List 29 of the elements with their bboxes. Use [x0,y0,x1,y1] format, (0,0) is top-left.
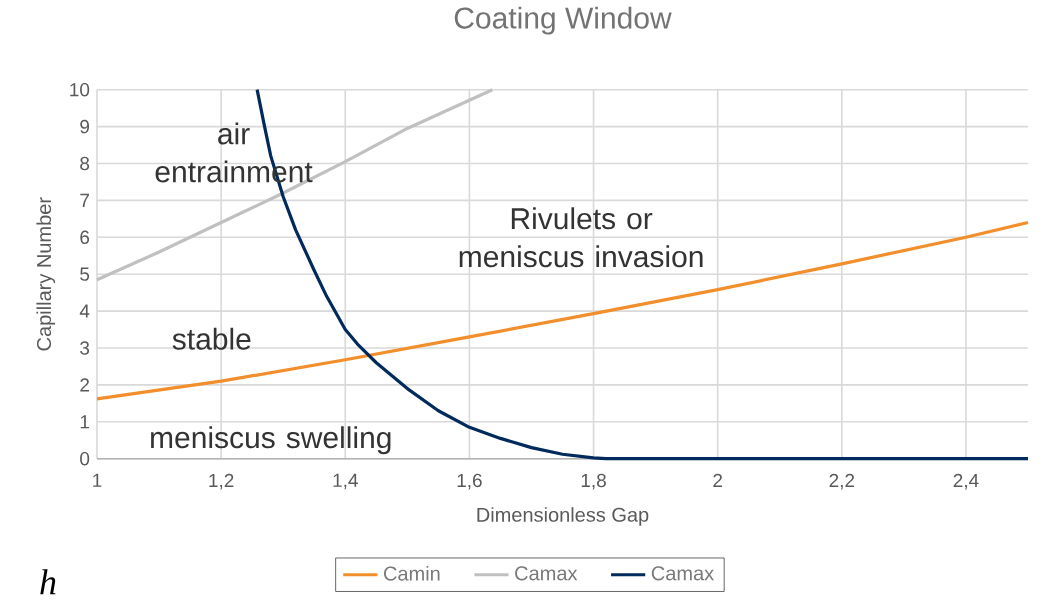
y-tick-label: 7 [80,194,89,208]
x-axis-title: Dimensionless Gap [477,507,649,526]
x-tick-label: 1,4 [333,473,358,490]
annotation: Rivulets or meniscus invasion [459,207,703,268]
annotation: meniscus swelling [151,426,391,455]
chart-title: Coating Window [454,6,672,35]
x-tick-label: 1,6 [457,473,482,490]
y-tick-label: 0 [80,452,90,466]
y-tick-label: 4 [79,304,90,318]
legend-label: Camax [651,566,714,581]
x-tick-label: 2,2 [829,473,855,490]
x-tick-label: 1,2 [209,473,234,490]
y-tick-label: 5 [80,267,90,281]
y-tick-label: 9 [80,120,90,134]
x-tick-label: 1 [93,473,102,487]
annotation: stable [172,327,251,350]
legend-label: Camax [515,566,578,581]
x-tick-label: 1,8 [581,473,606,490]
y-tick-label: 8 [80,156,90,171]
text: h [40,569,56,595]
y-tick-label: 2 [80,378,89,392]
y-tick-label: 1 [80,415,89,429]
x-tick-label: 2,4 [953,473,979,490]
y-tick-label: 6 [80,230,90,245]
legend-label: Camin [384,566,440,581]
y-tick-label: 10 [70,83,90,97]
y-axis-title: Capillary Number [36,197,56,351]
y-tick-label: 3 [80,341,90,355]
x-tick-label: 2 [713,473,723,488]
